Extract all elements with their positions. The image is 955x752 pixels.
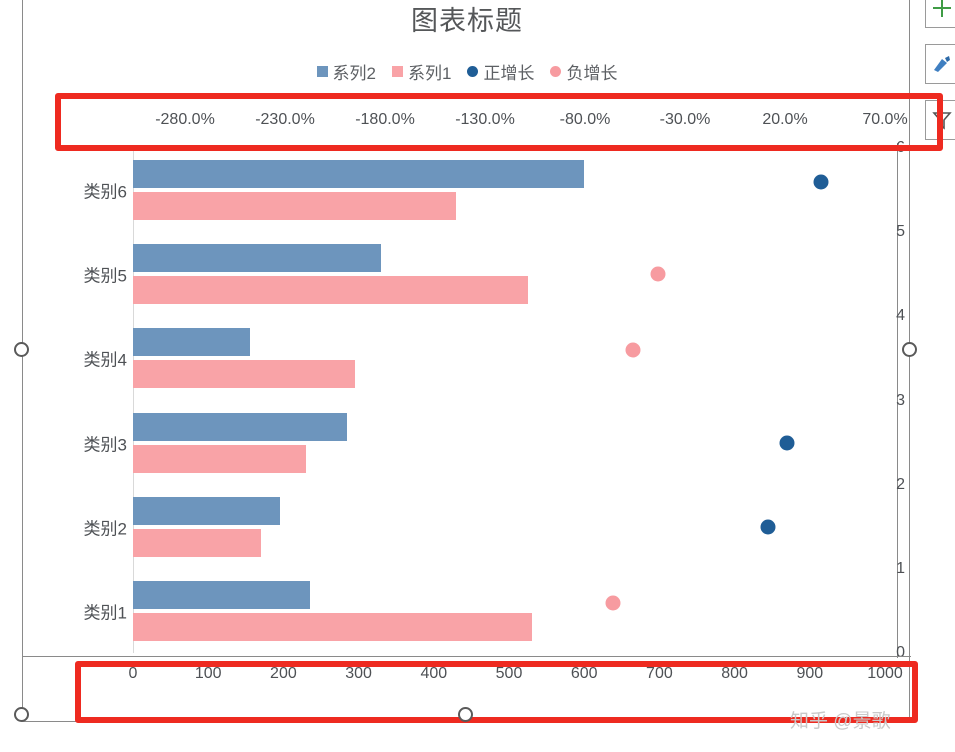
chart-title[interactable]: 图表标题 [411,6,523,36]
bottom-axis-tick: 100 [194,665,222,682]
bottom-axis-tick: 0 [128,665,138,682]
bottom-axis-tick: 300 [345,665,372,682]
legend-square-icon [316,66,328,77]
legend-dot-icon [467,66,479,77]
top-value-axis[interactable]: -280.0% -230.0% -180.0% -130.0% -80.0% -30.0%… [99,111,907,137]
resize-handle-left[interactable] [14,342,29,357]
top-axis-tick: 20.0% [762,111,808,128]
category-label: 类别2 [83,519,127,539]
scatter-point-positive[interactable] [779,435,795,451]
right-axis-tick: 0 [896,644,905,661]
top-axis-tick: -130.0% [455,111,515,128]
bottom-axis-tick: 500 [495,665,523,682]
right-axis-tick: 6 [896,139,905,156]
resize-handle-bottom-middle[interactable] [458,707,473,722]
bar-series2[interactable] [133,412,348,441]
right-axis-tick: 5 [896,223,905,241]
bottom-axis-tick: 200 [270,665,297,682]
category-label: 类别1 [83,603,127,623]
chart-object-frame[interactable]: 图表标题 系列2 系列1 正增长 负增长 -280.0% -230.0% -180.0% -… [22,0,943,723]
category-label: 类别5 [83,266,127,286]
category-label: 类别6 [83,182,127,202]
plot-area[interactable] [133,148,885,653]
bar-series2[interactable] [133,244,382,273]
scatter-point-positive[interactable] [813,174,829,190]
right-axis-tick: 3 [896,391,905,409]
legend-item-正增长[interactable]: 正增长 [467,59,534,84]
plus-icon [933,0,951,17]
top-axis-tick: -180.0% [355,111,415,128]
bottom-axis-tick: 400 [420,665,448,682]
chart-side-buttons[interactable] [925,0,955,156]
bottom-axis-tick: 800 [721,665,748,682]
resize-handle-right[interactable] [902,342,917,357]
scatter-point-negative[interactable] [625,342,641,358]
bottom-value-axis[interactable]: 0 100 200 300 400 500 600 700 800 900 1000 [23,665,911,691]
bottom-axis-tick: 1000 [867,665,903,682]
bar-series1[interactable] [133,360,355,389]
chart-legend[interactable]: 系列2 系列1 正增长 负增长 [23,59,911,84]
right-value-axis[interactable]: 0 1 2 3 4 5 6 [885,139,905,661]
bottom-axis-tick: 700 [646,665,673,682]
paintbrush-icon [934,56,950,72]
bar-series2[interactable] [133,328,250,357]
legend-label: 正增长 [483,64,535,83]
top-axis-tick: -280.0% [155,111,215,128]
bottom-axis-tick: 900 [796,665,824,682]
resize-handle-bottom-left[interactable] [14,707,29,722]
right-axis-tick: 4 [896,307,905,325]
legend-dot-icon [550,66,562,77]
category-label: 类别3 [83,435,127,455]
scatter-point-negative[interactable] [605,595,621,610]
legend-label: 系列2 [332,64,376,83]
axis-baseline [133,148,134,653]
bar-series1[interactable] [133,276,528,305]
bar-series1[interactable] [133,192,457,221]
bar-series1[interactable] [133,612,532,641]
top-axis-tick: -230.0% [255,111,315,128]
chart-elements-button[interactable] [925,0,955,28]
bar-series2[interactable] [133,580,310,609]
legend-item-系列1[interactable]: 系列1 [392,59,451,84]
legend-item-系列2[interactable]: 系列2 [316,59,376,84]
legend-square-icon [392,66,403,77]
scatter-point-positive[interactable] [760,519,776,535]
right-axis-line [897,143,898,658]
category-label: 类别4 [83,350,127,370]
bottom-axis-line [23,656,911,657]
bar-series2[interactable] [133,160,585,189]
legend-item-负增长[interactable]: 负增长 [550,59,617,84]
bar-series1[interactable] [133,444,306,473]
bar-series2[interactable] [133,496,280,525]
chart-styles-button[interactable] [925,44,955,84]
top-axis-tick: -80.0% [559,111,611,128]
top-axis-tick: -30.0% [659,111,711,128]
legend-label: 负增长 [566,64,618,83]
legend-label: 系列1 [408,64,452,83]
top-axis-tick: 70.0% [862,111,908,128]
chart-filters-button[interactable] [925,100,955,140]
bar-series1[interactable] [133,528,261,557]
right-axis-tick: 1 [896,559,905,577]
category-axis-labels[interactable]: 类别1 类别2 类别3 类别4 类别5 类别6 [53,148,127,653]
right-axis-tick: 2 [896,475,905,493]
watermark: 知乎 @景歌 [790,711,891,732]
bottom-axis-tick: 600 [570,665,598,682]
scatter-point-negative[interactable] [650,266,666,282]
funnel-icon [932,112,952,130]
